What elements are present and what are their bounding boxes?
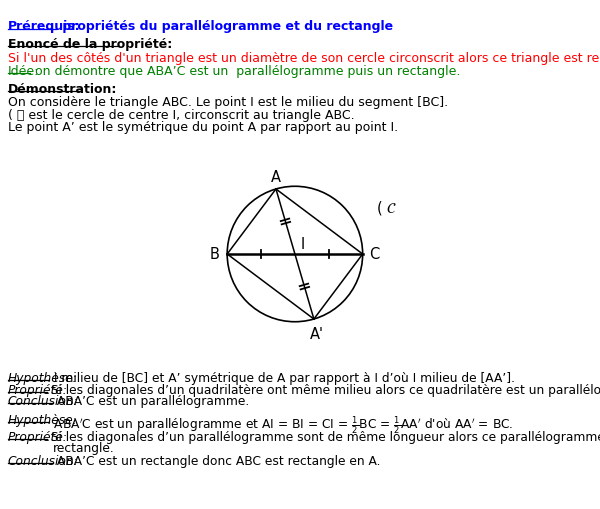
Text: Conclusion:: Conclusion: (8, 454, 79, 467)
Text: I: I (301, 237, 305, 252)
Text: ( Ⓒ est le cercle de centre I, circonscrit au triangle ABC.: ( Ⓒ est le cercle de centre I, circonscr… (8, 108, 355, 121)
Text: Conclusion:: Conclusion: (8, 394, 79, 407)
Text: ABA’C est un rectangle donc ABC est rectangle en A.: ABA’C est un rectangle donc ABC est rect… (53, 454, 381, 467)
Text: B: B (209, 247, 219, 262)
Text: Si l'un des côtés d'un triangle est un diamètre de son cercle circonscrit alors : Si l'un des côtés d'un triangle est un d… (8, 52, 600, 65)
Text: I milieu de [BC] et A’ symétrique de A par rapport à I d’où I milieu de [AA’].: I milieu de [BC] et A’ symétrique de A p… (50, 372, 515, 384)
Text: C: C (370, 247, 380, 262)
Text: Propriété:: Propriété: (8, 430, 68, 443)
Text: ( $\mathcal{C}$: ( $\mathcal{C}$ (376, 198, 397, 216)
Text: rectangle.: rectangle. (53, 441, 115, 454)
Text: ABA$'$C est un parallélogramme et AI = BI = CI = $\frac{1}{2}$BC = $\frac{1}{2}$: ABA$'$C est un parallélogramme et AI = B… (50, 413, 513, 435)
Text: Hypothèse:: Hypothèse: (8, 413, 77, 426)
Text: Idée:: Idée: (8, 65, 39, 78)
Text: Propriété:: Propriété: (8, 383, 68, 395)
Text: Démonstration:: Démonstration: (8, 82, 117, 95)
Text: on démontre que ABA’C est un  parallélogramme puis un rectangle.: on démontre que ABA’C est un parallélogr… (31, 65, 461, 78)
Text: ABA’C est un parallélogramme.: ABA’C est un parallélogramme. (53, 394, 250, 407)
Text: Si les diagonales d’un parallélogramme sont de même longueur alors ce parallélog: Si les diagonales d’un parallélogramme s… (47, 430, 600, 443)
Text: Le point A’ est le symétrique du point A par rapport au point I.: Le point A’ est le symétrique du point A… (8, 121, 398, 134)
Text: Hypothèse:: Hypothèse: (8, 372, 77, 384)
Text: Enoncé de la propriété:: Enoncé de la propriété: (8, 38, 172, 51)
Text: On considère le triangle ABC. Le point I est le milieu du segment [BC].: On considère le triangle ABC. Le point I… (8, 96, 448, 108)
Text: Si les diagonales d’un quadrilatère ont même milieu alors ce quadrilatère est un: Si les diagonales d’un quadrilatère ont … (47, 383, 600, 395)
Text: propriétés du parallélogramme et du rectangle: propriétés du parallélogramme et du rect… (58, 20, 393, 33)
Text: A': A' (310, 326, 324, 341)
Text: A: A (271, 169, 281, 184)
Text: Prérequis:: Prérequis: (8, 20, 80, 33)
